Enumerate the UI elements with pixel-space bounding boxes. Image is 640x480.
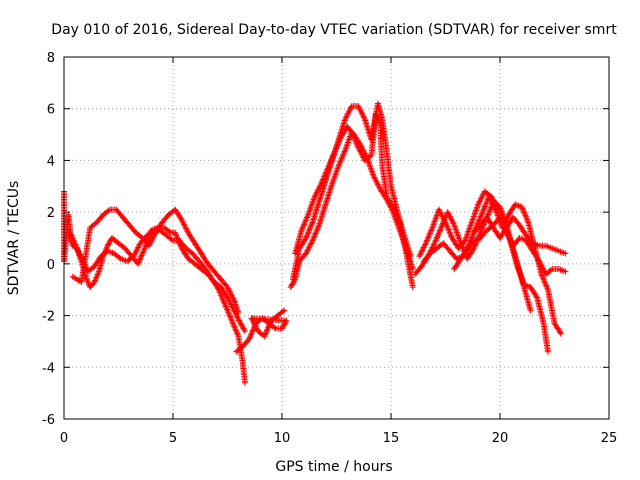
y-tick-label: 0 <box>47 258 55 273</box>
chart-title: Day 010 of 2016, Sidereal Day-to-day VTE… <box>51 22 617 38</box>
sat-track-f <box>290 101 414 283</box>
x-tick-label: 10 <box>274 431 291 446</box>
data-point-trail <box>534 296 546 325</box>
data-point-trail <box>541 322 551 353</box>
y-tick-label: -6 <box>42 413 55 428</box>
sdtvar-chart: Day 010 of 2016, Sidereal Day-to-day VTE… <box>0 0 640 480</box>
data-point-trail <box>365 156 376 177</box>
data-point-trail <box>545 288 557 324</box>
sat-track-g <box>292 124 416 272</box>
x-tick-label: 0 <box>60 431 68 446</box>
y-tick-label: 2 <box>47 206 55 221</box>
data-point <box>242 380 248 386</box>
y-tick-label: -2 <box>42 310 55 325</box>
x-axis-label: GPS time / hours <box>275 459 392 475</box>
data-point-trail <box>240 361 248 385</box>
x-tick-label: 5 <box>169 431 177 446</box>
data-point-trail <box>330 164 341 185</box>
y-tick-label: 4 <box>47 154 55 169</box>
y-tick-label: -4 <box>42 361 55 376</box>
y-axis-label: SDTVAR / TECUs <box>6 181 22 296</box>
data-point-trail <box>515 265 526 286</box>
y-tick-label: 6 <box>47 103 55 118</box>
data-point-trail <box>524 293 534 311</box>
data-point <box>545 349 551 355</box>
data-points <box>61 101 568 386</box>
sat-track-d <box>233 307 289 354</box>
x-tick-label: 15 <box>383 431 400 446</box>
y-tick-label: 8 <box>47 51 55 66</box>
x-tick-label: 25 <box>601 431 618 446</box>
x-tick-label: 20 <box>492 431 509 446</box>
